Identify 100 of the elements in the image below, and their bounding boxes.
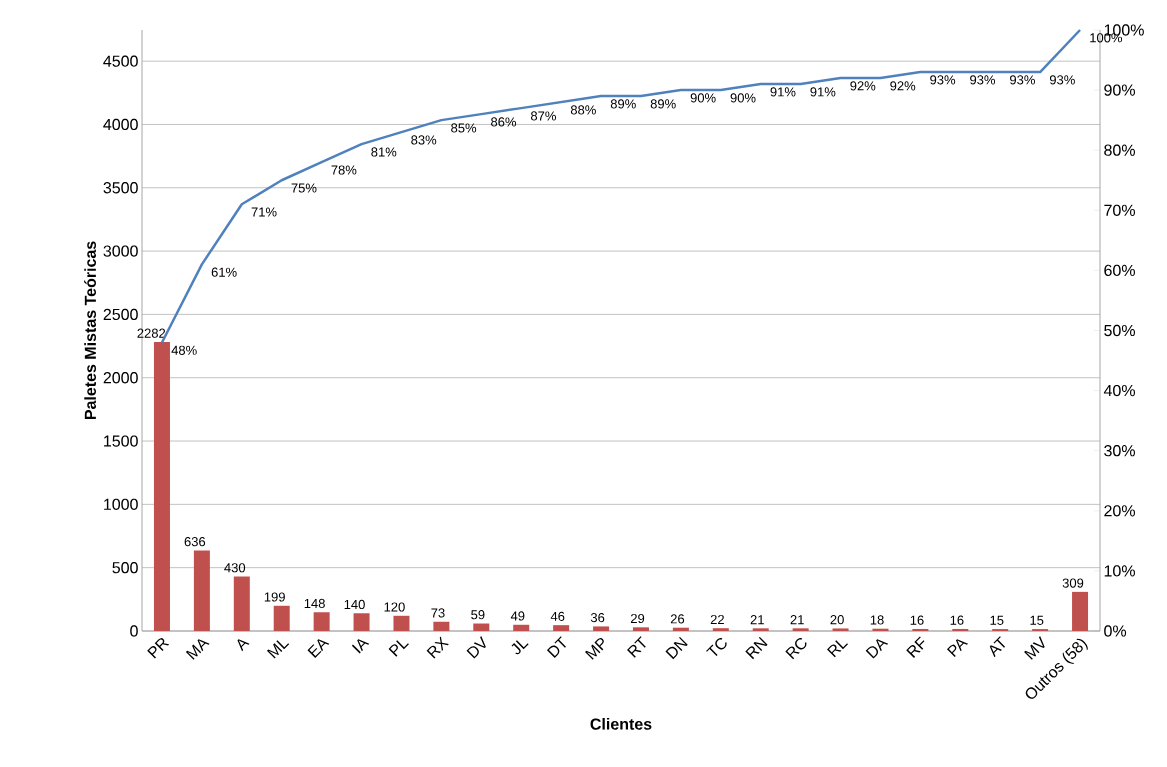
- x-tick-label: RC: [785, 638, 807, 660]
- x-tick-label: MV: [1024, 636, 1045, 660]
- data-label: 22: [710, 614, 724, 624]
- y-tick-label: 3500: [103, 182, 138, 194]
- data-label: 16: [910, 615, 924, 625]
- x-tick-label: DV: [466, 636, 486, 659]
- bar: [632, 627, 649, 631]
- bar: [353, 613, 370, 631]
- bar: [553, 625, 570, 631]
- x-tick-label: EA: [307, 639, 330, 658]
- x-tick-label: RL: [827, 640, 848, 658]
- data-label: 18: [870, 615, 884, 625]
- data-label: 29: [630, 613, 645, 624]
- y2-tick-label: 0%: [1104, 625, 1127, 637]
- data-label: 87%: [530, 111, 556, 121]
- x-tick-label: DA: [865, 639, 889, 659]
- data-label: 73: [431, 608, 445, 618]
- y-tick-label: 3000: [103, 245, 138, 257]
- bar: [1072, 591, 1089, 631]
- data-label: 91%: [810, 87, 836, 97]
- bar: [952, 628, 969, 631]
- x-tick-label: MP: [585, 637, 604, 660]
- bar: [792, 628, 809, 631]
- data-label: 36: [590, 613, 605, 623]
- data-label: 26: [670, 614, 685, 624]
- y2-tick-label: 20%: [1104, 505, 1135, 517]
- data-label: 93%: [970, 75, 996, 85]
- y-tick-label: 4000: [103, 118, 138, 131]
- y-tick-label: 4500: [103, 55, 138, 67]
- data-label: 148: [304, 598, 325, 609]
- x-tick-label: TC: [706, 638, 727, 657]
- x-tick-label: ML: [266, 640, 290, 659]
- data-label: 430: [224, 563, 246, 573]
- data-label: 83%: [411, 135, 437, 145]
- data-label: 81%: [371, 147, 397, 157]
- y2-tick-label: 60%: [1104, 264, 1135, 277]
- x-tick-label: RN: [745, 636, 768, 660]
- bar: [712, 628, 729, 631]
- y2-tick-label: 70%: [1104, 204, 1135, 216]
- data-label: 89%: [650, 99, 676, 109]
- x-tick-label: DT: [546, 636, 566, 658]
- data-label: 92%: [850, 81, 876, 91]
- data-label: 93%: [930, 75, 956, 85]
- y-tick-label: 2000: [103, 372, 138, 384]
- x-tick-label: PR: [147, 638, 170, 659]
- data-label: 75%: [291, 183, 317, 193]
- bar: [672, 627, 689, 631]
- x-tick-label: JL: [511, 640, 529, 655]
- data-label: 93%: [1049, 75, 1075, 85]
- data-label: 59: [471, 610, 485, 620]
- y-tick-label: 2500: [103, 308, 138, 321]
- data-label: 91%: [770, 87, 796, 97]
- data-label: 49: [510, 611, 525, 621]
- data-label: 120: [384, 602, 405, 612]
- data-label: 48%: [171, 345, 197, 355]
- bar: [233, 576, 250, 631]
- x-tick-label: DN: [665, 636, 688, 660]
- x-tick-label: RX: [426, 636, 449, 659]
- bar: [193, 550, 210, 631]
- data-label: 89%: [610, 99, 636, 109]
- data-label: 15: [990, 615, 1004, 625]
- x-tick-label: PA: [946, 639, 969, 658]
- bar: [433, 621, 450, 631]
- x-tick-label: PL: [388, 640, 409, 657]
- data-label: 78%: [331, 165, 357, 175]
- data-label: 21: [750, 615, 764, 625]
- y-tick-label: 500: [112, 562, 138, 574]
- data-label: 85%: [451, 123, 477, 133]
- bar: [513, 624, 530, 631]
- data-label: 2282: [137, 328, 166, 338]
- data-label: 21: [790, 615, 804, 625]
- bar: [832, 628, 849, 631]
- x-tick-label: IA: [351, 639, 370, 654]
- data-label: 309: [1062, 578, 1084, 588]
- bar: [593, 626, 610, 631]
- x-tick-label: AT: [989, 636, 1006, 658]
- y-tick-label: 1000: [104, 498, 138, 511]
- y2-tick-label: 50%: [1104, 324, 1135, 337]
- data-label: 20: [830, 615, 844, 625]
- data-label: 61%: [211, 267, 237, 277]
- x-tick-label: RT: [627, 636, 646, 658]
- bar: [752, 628, 769, 631]
- data-label: 90%: [730, 93, 756, 103]
- data-label: 86%: [491, 117, 517, 127]
- x-axis-title: Clientes: [590, 717, 652, 730]
- data-label: 88%: [570, 105, 596, 115]
- data-label: 93%: [1010, 75, 1035, 85]
- data-label: 90%: [690, 93, 716, 103]
- data-label: 199: [264, 592, 285, 602]
- y2-tick-label: 40%: [1103, 384, 1135, 397]
- bar: [393, 615, 410, 631]
- y2-tick-label: 80%: [1104, 144, 1135, 156]
- bar: [313, 612, 330, 631]
- data-label: 16: [950, 615, 964, 625]
- bar: [912, 628, 929, 631]
- y2-tick-label: 90%: [1104, 84, 1135, 96]
- y2-tick-label: 10%: [1104, 565, 1135, 577]
- x-tick-label: A: [237, 639, 250, 652]
- data-label: 92%: [890, 81, 916, 91]
- data-label: 46: [550, 611, 565, 621]
